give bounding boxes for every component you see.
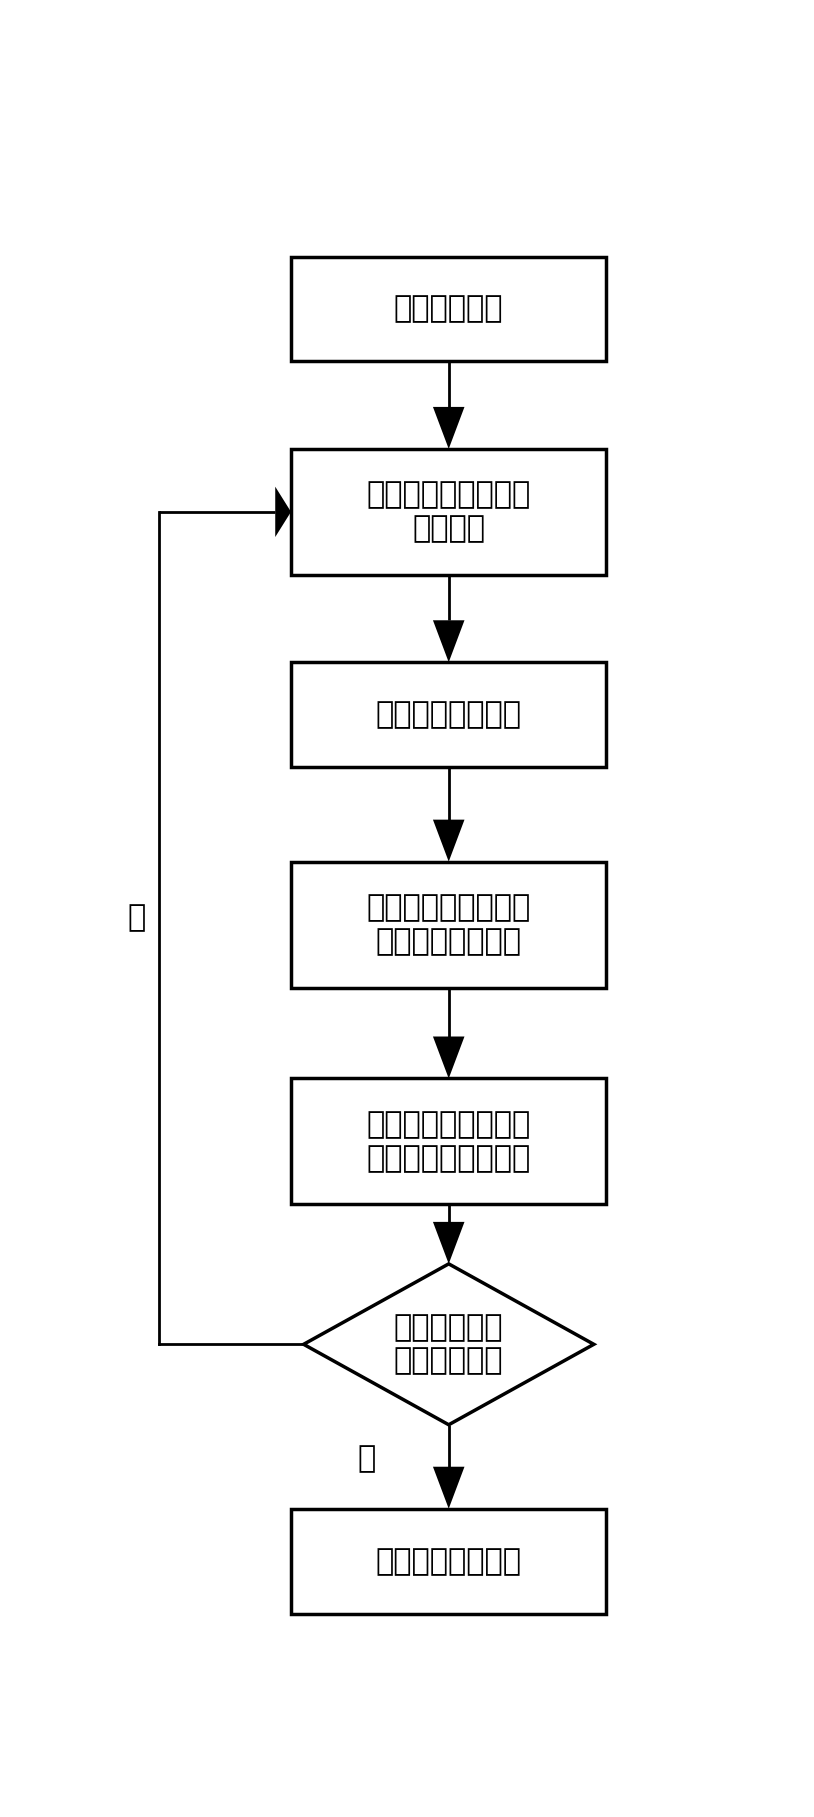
Text: 否: 否 <box>127 903 146 932</box>
Bar <box>291 861 606 987</box>
Polygon shape <box>433 1221 465 1265</box>
Text: 建立数值模型: 建立数值模型 <box>394 294 504 323</box>
Bar <box>291 1508 606 1613</box>
Text: 得到最优沉积路径: 得到最优沉积路径 <box>376 1546 522 1575</box>
Text: 对传质传热过程进行
模拟得到凝固时间: 对传质传热过程进行 模拟得到凝固时间 <box>366 894 531 956</box>
Polygon shape <box>433 1466 465 1508</box>
Polygon shape <box>433 819 465 861</box>
Polygon shape <box>304 1265 594 1425</box>
Text: 是: 是 <box>357 1445 376 1474</box>
Text: 判断是否能够
满足生产要求: 判断是否能够 满足生产要求 <box>394 1314 504 1375</box>
Bar <box>291 1079 606 1205</box>
Text: 设计沉积路径方案: 设计沉积路径方案 <box>376 700 522 729</box>
Polygon shape <box>275 487 291 538</box>
Polygon shape <box>433 620 465 661</box>
Bar <box>291 449 606 574</box>
Polygon shape <box>433 407 465 449</box>
Bar <box>291 256 606 362</box>
Text: 输入样件几何结构和
材料参数: 输入样件几何结构和 材料参数 <box>366 480 531 543</box>
Polygon shape <box>433 1036 465 1079</box>
Text: 数据后处理得到凝固
时间分布离散化程度: 数据后处理得到凝固 时间分布离散化程度 <box>366 1110 531 1172</box>
Bar <box>291 661 606 767</box>
